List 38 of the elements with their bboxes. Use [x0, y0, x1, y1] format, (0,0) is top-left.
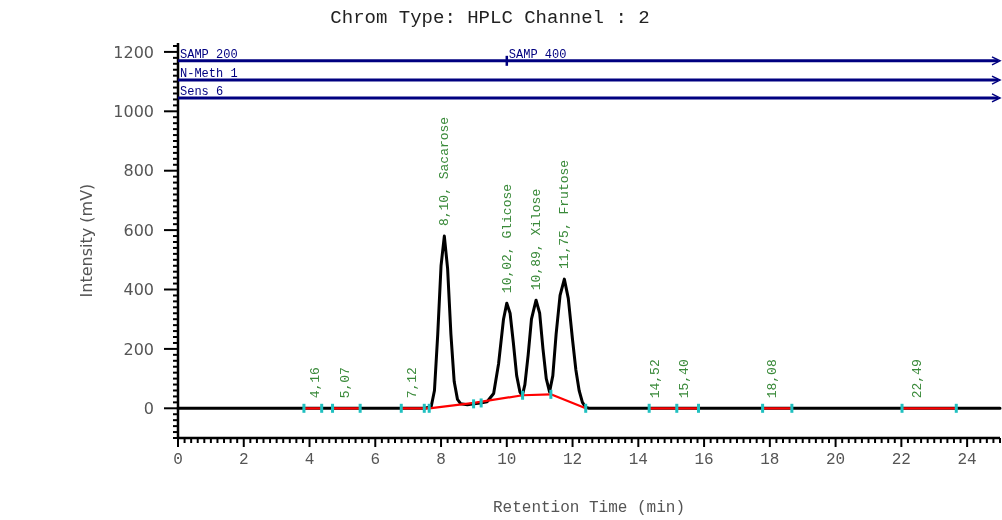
y-axis-title: Intensity (mV) [77, 183, 96, 298]
annotation: 7,12 [405, 367, 421, 399]
annotation: 22,49 [910, 359, 926, 399]
x-tick-label: 2 [238, 451, 249, 469]
x-tick-label: 24 [957, 451, 977, 469]
annotation: 5,07 [337, 367, 353, 399]
y-tick-label: 200 [123, 339, 154, 359]
x-tick-label: 20 [826, 451, 846, 469]
y-tick-label: 1000 [113, 101, 154, 121]
x-tick-label: 12 [562, 451, 583, 469]
x-tick-label: 4 [304, 451, 315, 469]
annotation: SAMP 400 [508, 47, 567, 62]
annotation: 8,10, Sacarose [437, 116, 453, 227]
annotation: 10,89, Xilose [529, 188, 545, 291]
annotation: 11,75, Frutose [557, 159, 573, 270]
y-tick-label: 800 [123, 161, 154, 181]
y-tick-label: 1200 [113, 42, 154, 62]
ref-line-label: SAMP 200 [180, 47, 238, 62]
annotation: 4,16 [307, 367, 323, 399]
ref-line-label: Sens 6 [180, 84, 224, 99]
y-tick-label: 400 [123, 280, 154, 300]
annotation: 14,52 [648, 359, 664, 399]
annotation: 18,08 [765, 359, 781, 399]
x-tick-label: 14 [628, 451, 648, 469]
chart-title: Chrom Type: HPLC Channel : 2 [330, 7, 650, 29]
annotation: 15,40 [677, 359, 693, 399]
x-axis-title: Retention Time (min) [492, 499, 686, 517]
x-tick-label: 6 [370, 451, 381, 469]
x-tick-label: 22 [891, 451, 911, 469]
x-tick-label: 18 [760, 451, 780, 469]
y-tick-label: 0 [143, 398, 154, 418]
x-tick-label: 16 [694, 451, 714, 469]
ref-line-label: N-Meth 1 [180, 67, 238, 82]
x-tick-label: 8 [436, 451, 446, 469]
x-tick-label: 0 [173, 451, 183, 469]
annotation: 10,02, Glicose [500, 183, 516, 294]
y-tick-label: 600 [123, 220, 154, 240]
x-tick-label: 10 [497, 451, 517, 469]
